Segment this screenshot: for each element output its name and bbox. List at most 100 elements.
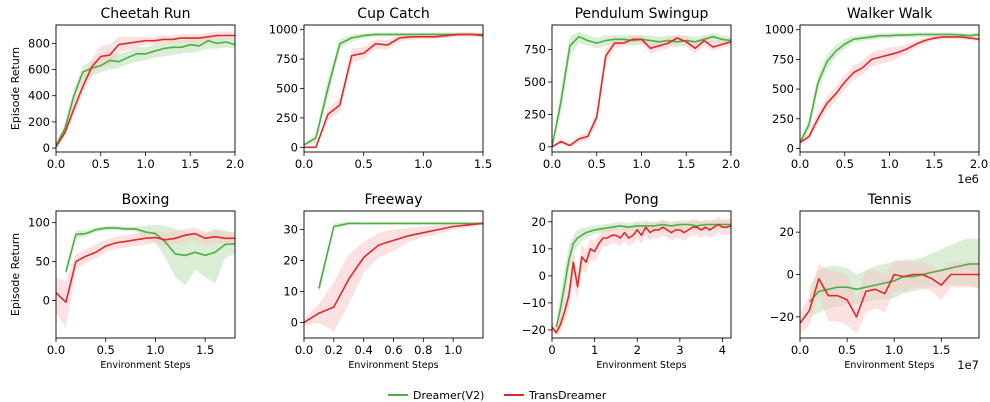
x-tick-label: 0.6 — [384, 343, 402, 357]
x-tick-label: 2.0 — [226, 157, 244, 171]
series-line-dreamer-v2 — [800, 33, 979, 143]
y-tick-label: 20 — [283, 254, 298, 268]
y-tick-label: 0 — [291, 316, 298, 330]
axes-frame — [55, 210, 236, 339]
y-tick-label: 0 — [43, 294, 50, 308]
figure-legend: Dreamer(V2) TransDreamer — [388, 389, 607, 402]
plot-area — [304, 221, 483, 332]
y-tick-label: 750 — [772, 52, 794, 66]
series-line-dreamer-v2 — [56, 39, 235, 146]
series-line-dreamer-v2 — [304, 33, 483, 146]
y-tick-label: 1000 — [269, 23, 298, 37]
x-tick-label: 0.0 — [295, 343, 313, 357]
y-tick-label: 250 — [772, 112, 794, 126]
x-tick-label: 0.5 — [838, 343, 856, 357]
series-line-transdreamer — [552, 37, 731, 148]
plot-area — [56, 225, 235, 328]
y-tick-label: −20 — [770, 310, 794, 324]
x-tick-label: 0.2 — [325, 343, 343, 357]
x-tick-label: 1.0 — [444, 343, 462, 357]
x-axis-label: Environment Steps — [100, 360, 190, 371]
y-tick-label: 500 — [524, 75, 546, 89]
y-tick-label: 750 — [524, 43, 546, 57]
x-tick-label: 0.0 — [791, 157, 809, 171]
subplot-title: Pong — [624, 192, 658, 208]
x-axis-label: Environment Steps — [348, 360, 438, 371]
series-line-dreamer-v2 — [318, 222, 483, 289]
x-tick-label: 1.0 — [414, 157, 432, 171]
y-tick-label: 200 — [28, 115, 50, 129]
series-line-transdreamer — [304, 33, 483, 149]
series-line-transdreamer — [800, 36, 979, 144]
y-tick-label: 20 — [779, 225, 794, 239]
y-tick-label: −10 — [522, 296, 546, 310]
x-tick-label: 0.0 — [543, 157, 561, 171]
x-tick-label: 1.0 — [136, 157, 154, 171]
band-transdreamer — [800, 34, 979, 145]
x-tick-label: 3 — [676, 343, 683, 357]
subplot-title: Freeway — [364, 192, 422, 208]
plot-area — [800, 238, 979, 334]
x-tick-label: 1.5 — [181, 157, 199, 171]
y-tick-label: 800 — [28, 36, 50, 50]
x-tick-label: 0.8 — [414, 343, 432, 357]
axes-frame — [799, 24, 980, 153]
subplot-title: Tennis — [867, 192, 912, 208]
plot-area — [304, 32, 483, 149]
x-tick-label: 1.0 — [632, 157, 650, 171]
series-line-transdreamer — [56, 232, 235, 304]
series-line-dreamer-v2 — [552, 35, 731, 147]
plot-area — [56, 31, 235, 148]
series-line-transdreamer — [552, 223, 731, 334]
y-tick-label: 0 — [787, 268, 794, 282]
y-tick-label: 750 — [276, 52, 298, 66]
x-tick-label: 1.5 — [196, 343, 214, 357]
band-transdreamer — [304, 221, 483, 332]
x-tick-label: 1.5 — [474, 157, 492, 171]
plot-area — [800, 32, 979, 145]
y-tick-label: 50 — [35, 255, 50, 269]
series-line-dreamer-v2 — [808, 263, 979, 303]
subplot-boxing: 0.0 0.5 1.0 1.5 0 50 100 Boxing Episode Return En… — [9, 192, 236, 371]
band-transdreamer — [56, 227, 235, 328]
x-tick-label: 0.5 — [355, 157, 373, 171]
y-tick-label: 0 — [291, 140, 298, 154]
x-tick-label: 0.0 — [47, 157, 65, 171]
y-tick-label: 0 — [539, 269, 546, 283]
series-line-dreamer-v2 — [555, 223, 731, 328]
band-transdreamer — [304, 32, 483, 148]
axis-offset-label: 1e7 — [957, 358, 979, 372]
series-line-transdreamer — [56, 34, 235, 148]
x-tick-label: 0.4 — [355, 343, 373, 357]
y-tick-label: 10 — [531, 242, 546, 256]
subplot-title: Walker Walk — [847, 6, 933, 22]
y-tick-label: 1000 — [765, 23, 794, 37]
y-tick-label: 250 — [524, 107, 546, 121]
axis-offset-label: 1e6 — [957, 172, 979, 186]
band-dreamer-v2 — [552, 31, 731, 147]
series-line-dreamer-v2 — [65, 227, 235, 273]
y-tick-label: 250 — [276, 111, 298, 125]
x-tick-label: 0.0 — [791, 343, 809, 357]
legend-label-dreamer: Dreamer(V2) — [413, 389, 484, 402]
subplot-freeway: 0.0 0.2 0.4 0.6 0.8 1.0 0 10 20 30 Freeway Environm… — [283, 192, 484, 371]
x-axis-label: Environment Steps — [844, 360, 934, 371]
x-tick-label: 0.0 — [295, 157, 313, 171]
plot-area — [552, 216, 731, 336]
band-dreamer-v2 — [304, 32, 483, 147]
x-tick-label: 1.5 — [677, 157, 695, 171]
x-tick-label: 2 — [634, 343, 641, 357]
subplot-tennis: 0.0 0.5 1.0 1.5 −20 0 20 Tennis Environment Step… — [770, 192, 980, 372]
y-tick-label: 20 — [531, 215, 546, 229]
subplot-title: Cheetah Run — [100, 6, 190, 22]
subplot-title: Pendulum Swingup — [575, 6, 709, 22]
x-tick-label: 1.0 — [146, 343, 164, 357]
x-tick-label: 0.5 — [92, 157, 110, 171]
subplot-pong: 0 1 2 3 4 −20 −10 0 10 20 Pong Environment Steps — [522, 192, 732, 371]
x-tick-label: 1.0 — [880, 157, 898, 171]
x-tick-label: 0.5 — [97, 343, 115, 357]
band-transdreamer — [552, 34, 731, 147]
y-tick-label: 400 — [28, 89, 50, 103]
x-tick-label: 1.5 — [925, 157, 943, 171]
